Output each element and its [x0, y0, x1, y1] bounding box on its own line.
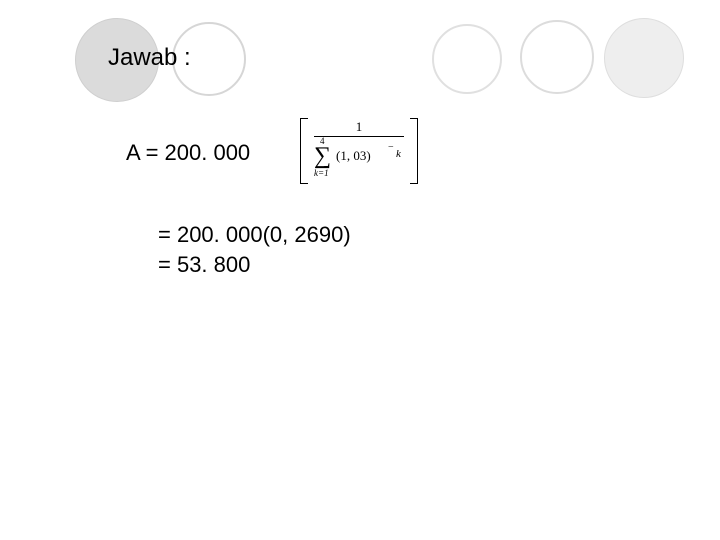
- bracket-left: [300, 118, 308, 184]
- equation-line-2: = 200. 000(0, 2690): [158, 222, 351, 248]
- denominator-base: (1, 03): [336, 148, 371, 164]
- decorative-circle-3: [432, 24, 502, 94]
- heading-jawab: Jawab :: [108, 44, 191, 72]
- sigma-icon: ∑: [314, 144, 331, 168]
- fraction-denominator: 4 ∑ k=1 (1, 03) − k: [314, 138, 404, 180]
- sigma-lower-limit: k=1: [314, 168, 329, 178]
- equation-line-1: A = 200. 000: [126, 140, 250, 166]
- decorative-circle-5: [604, 18, 684, 98]
- bracket-right: [410, 118, 418, 184]
- fraction-bar: [314, 136, 404, 137]
- fraction: 1 4 ∑ k=1 (1, 03) − k: [314, 120, 404, 180]
- decorative-circle-4: [520, 20, 594, 94]
- denominator-exp-k: k: [396, 148, 401, 160]
- formula-bracket: 1 4 ∑ k=1 (1, 03) − k: [300, 118, 418, 184]
- denominator-exp-minus: −: [388, 142, 394, 153]
- fraction-numerator: 1: [314, 120, 404, 134]
- equation-line-3: = 53. 800: [158, 252, 250, 278]
